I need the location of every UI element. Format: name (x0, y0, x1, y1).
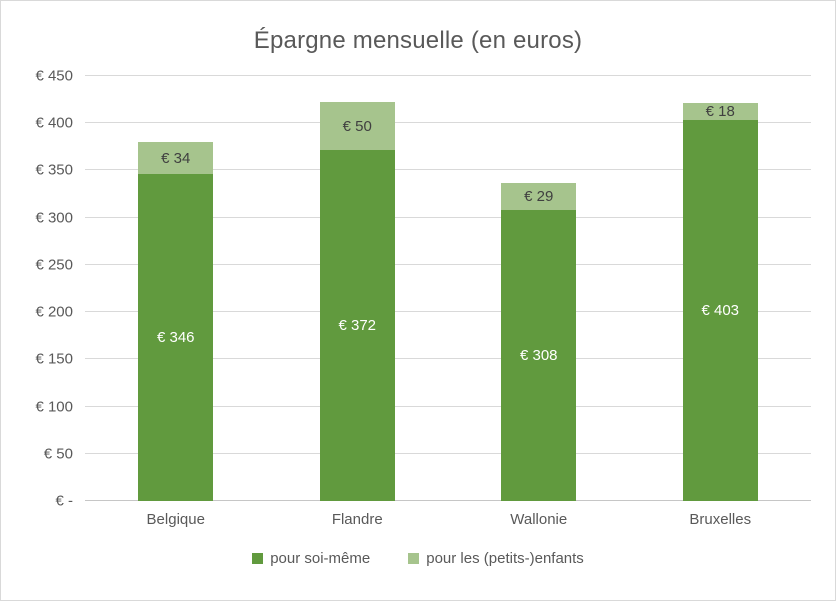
x-axis: Belgique Flandre Wallonie Bruxelles (85, 511, 811, 528)
y-tick-label: € 450 (35, 67, 73, 85)
bar-data-label: € 372 (338, 316, 377, 334)
y-tick-label: € 200 (35, 303, 73, 321)
bar-segment: € 18 (682, 103, 758, 121)
legend: pour soi-même pour les (petits-)enfants (1, 550, 835, 567)
y-tick-label: € 150 (35, 350, 73, 368)
gridline (85, 75, 811, 76)
bar-data-label: € 18 (705, 103, 735, 121)
category-cell: € 308 € 29 (448, 76, 630, 501)
bar-segment: € 372 (319, 149, 395, 501)
x-category-label: Wallonie (510, 511, 568, 528)
bar-stack: € 372 € 50 (319, 76, 395, 501)
y-tick-label: € 400 (35, 114, 73, 132)
y-tick-label: € - (55, 492, 73, 510)
bar-segment: € 308 (501, 210, 577, 501)
gridline (85, 311, 811, 313)
x-category-label: Belgique (146, 511, 205, 528)
bar-data-label: € 308 (519, 347, 558, 365)
bar-data-label: € 29 (524, 187, 554, 205)
y-axis: € - € 50 € 100 € 150 € 200 € 250 € 300 € 350 € 4… (1, 69, 73, 509)
legend-item: pour les (petits-)enfants (408, 550, 584, 567)
bar-data-label: € 403 (701, 302, 740, 320)
gridline (85, 216, 811, 218)
gridline (85, 452, 811, 454)
gridline (85, 405, 811, 407)
x-category-label: Flandre (331, 511, 383, 528)
legend-label: pour les (petits-)enfants (426, 550, 584, 567)
y-tick-label: € 350 (35, 161, 73, 179)
plot-area: € 346 € 34 € 372 € 50 € 308 € 29 € 403 € 18 (85, 75, 811, 501)
bar-segment: € 50 (319, 102, 395, 150)
legend-label: pour soi-même (270, 550, 371, 567)
gridline (85, 169, 811, 171)
legend-item: pour soi-même (252, 550, 370, 567)
category-cell: € 372 € 50 (267, 76, 449, 501)
bar-stack: € 308 € 29 (501, 76, 577, 501)
y-tick-label: € 300 (35, 209, 73, 227)
legend-swatch (408, 553, 420, 564)
gridline (85, 122, 811, 124)
gridline (85, 358, 811, 360)
bar-segment: € 403 (682, 120, 758, 501)
bar-data-label: € 50 (342, 117, 372, 135)
legend-swatch (252, 553, 264, 564)
bar-segment: € 34 (138, 142, 214, 175)
x-axis-line (85, 500, 811, 501)
bars-row: € 346 € 34 € 372 € 50 € 308 € 29 € 403 € 18 (85, 76, 811, 501)
category-cell: € 403 € 18 (630, 76, 812, 501)
category-cell: € 346 € 34 (85, 76, 267, 501)
y-tick-label: € 250 (35, 256, 73, 274)
bar-data-label: € 346 (156, 329, 195, 347)
y-tick-label: € 100 (35, 398, 73, 416)
bar-stack: € 346 € 34 (138, 76, 214, 501)
chart-title: Épargne mensuelle (en euros) (253, 27, 583, 54)
bar-segment: € 346 (138, 174, 214, 501)
y-tick-label: € 50 (43, 445, 73, 463)
gridline (85, 263, 811, 265)
bar-data-label: € 34 (161, 149, 191, 167)
bar-stack: € 403 € 18 (682, 76, 758, 501)
bar-segment: € 29 (501, 182, 577, 211)
x-category-label: Bruxelles (689, 511, 752, 528)
